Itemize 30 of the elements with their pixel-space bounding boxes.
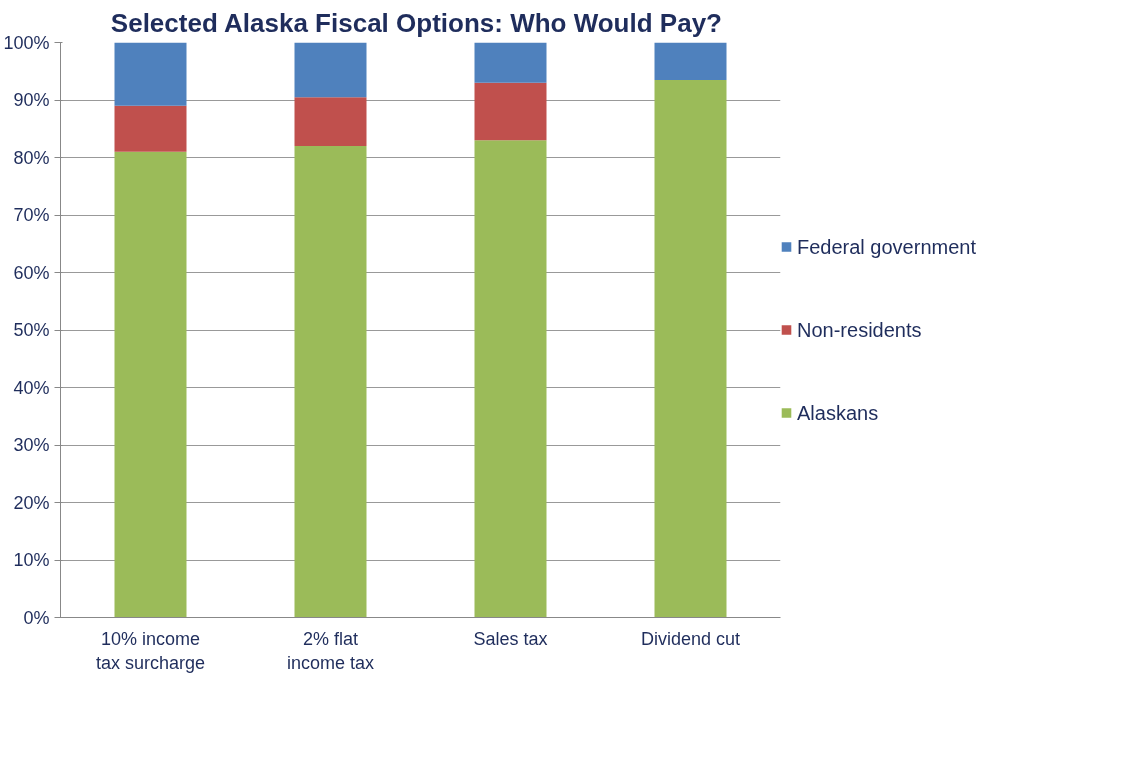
bar (294, 97, 367, 146)
x-tick-label: Sales tax (473, 628, 548, 649)
legend-label: Alaskans (797, 401, 879, 424)
y-tick-label: 10% (13, 550, 50, 570)
x-tick-label: Dividend cut (640, 628, 741, 649)
y-tick-label: 60% (13, 262, 50, 283)
legend-label: Federal government (797, 235, 976, 258)
y-tick-label: 20% (13, 492, 50, 513)
y-tick-label: 80% (13, 147, 50, 168)
y-tick-label: 40% (13, 377, 50, 398)
x-tick-label: 10% income tax surcharge (95, 628, 206, 673)
legend-label: Non-residents (797, 318, 922, 341)
bar (654, 79, 727, 618)
bar (474, 82, 547, 141)
bar (474, 42, 547, 83)
bar (294, 146, 367, 618)
bar (474, 140, 547, 618)
bar (114, 105, 187, 152)
y-tick-label: 0% (23, 607, 50, 628)
y-tick-label: 50% (13, 320, 50, 340)
chart-title: Selected Alaska Fiscal Options: Who Would Pay? (110, 7, 722, 38)
y-tick-label: 30% (13, 435, 50, 455)
bar (654, 42, 727, 80)
bar (114, 151, 187, 618)
bar (294, 42, 367, 98)
y-tick-label: 100% (3, 32, 50, 53)
bar (114, 42, 187, 106)
x-tick-label: 2% flat income tax (286, 628, 375, 673)
y-tick-label: 90% (13, 90, 50, 110)
y-tick-label: 70% (13, 205, 50, 225)
